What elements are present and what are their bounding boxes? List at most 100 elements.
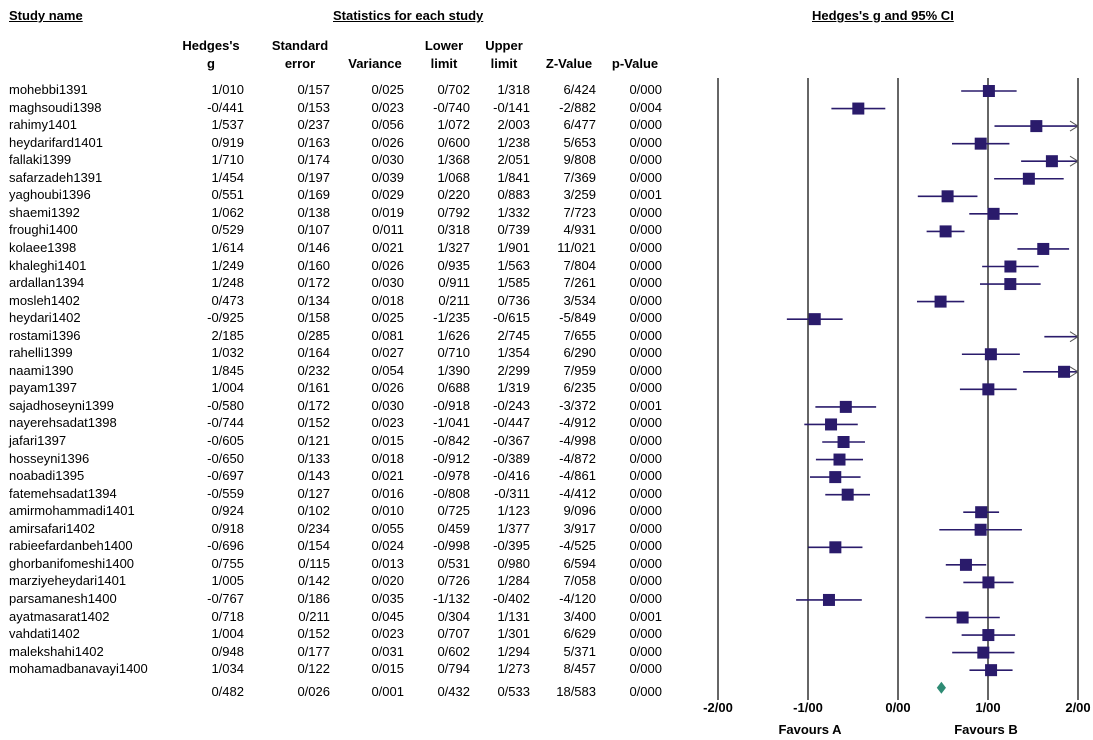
p-value-cell: 0/000: [629, 345, 662, 361]
study-name-cell: parsamanesh1400: [9, 590, 117, 606]
study-name-cell: mohamadbanavayi1400: [9, 661, 148, 677]
z-value-cell: 6/290: [563, 345, 596, 361]
std-error-cell: 0/134: [297, 292, 330, 308]
hedges-g-cell: 2/185: [211, 327, 244, 343]
hedges-g-cell: 1/454: [211, 169, 244, 185]
variance-cell: 0/029: [371, 187, 404, 203]
std-error-cell: 0/153: [297, 99, 330, 115]
p-value-cell: 0/000: [629, 117, 662, 133]
hedges-g-cell: 1/614: [211, 239, 244, 255]
z-value-cell: 6/629: [563, 626, 596, 642]
effect-marker: [1022, 172, 1035, 185]
p-value-cell: 0/004: [629, 99, 662, 115]
z-value-cell: -4/412: [559, 485, 596, 501]
upper-limit-cell: 1/273: [497, 661, 530, 677]
study-name-cell: naami1390: [9, 362, 74, 378]
lower-limit-cell: 0/707: [437, 626, 470, 642]
upper-limit-cell: -0/389: [493, 450, 530, 466]
z-value-cell: -2/882: [559, 99, 596, 115]
col-lower-header-2: limit: [430, 56, 458, 71]
hedges-g-cell: -0/559: [207, 485, 244, 501]
study-name-cell: mohebbi1391: [9, 82, 88, 97]
variance-cell: 0/013: [371, 555, 404, 571]
z-value-cell: 6/594: [563, 555, 596, 571]
z-value-cell: 8/457: [563, 661, 596, 677]
col-upper-header-2: limit: [490, 56, 518, 71]
p-value-cell: 0/000: [629, 275, 662, 291]
p-value-cell: 0/000: [629, 555, 662, 571]
study-name-cell: payam1397: [9, 380, 77, 396]
lower-limit-cell: 0/318: [437, 222, 470, 238]
p-value-cell: 0/000: [629, 590, 662, 606]
variance-cell: 0/021: [371, 468, 404, 484]
summary-lo: 0/432: [437, 684, 470, 699]
hedges-g-cell: -0/767: [207, 590, 244, 606]
lower-limit-cell: -0/918: [433, 397, 470, 413]
ci-arrow: [1069, 155, 1079, 167]
std-error-cell: 0/160: [297, 257, 330, 273]
col-var-header: Variance: [348, 56, 402, 71]
p-value-cell: 0/000: [629, 134, 662, 150]
z-value-cell: 5/371: [563, 643, 596, 659]
std-error-cell: 0/107: [297, 222, 330, 238]
lower-limit-cell: -1/235: [433, 310, 470, 326]
study-name-cell: shaemi1392: [9, 204, 80, 220]
upper-limit-cell: 1/354: [497, 345, 530, 361]
p-value-cell: 0/000: [629, 204, 662, 220]
p-value-cell: 0/000: [629, 169, 662, 185]
study-name-cell: fatemehsadat1394: [9, 485, 117, 501]
lower-limit-cell: 0/792: [437, 204, 470, 220]
study-name-cell: noabadi1395: [9, 468, 85, 484]
z-value-cell: 7/655: [563, 327, 596, 343]
hedges-g-cell: 1/710: [211, 152, 244, 168]
study-name-cell: maghsoudi1398: [9, 99, 102, 115]
std-error-cell: 0/177: [297, 643, 330, 659]
std-error-cell: 0/232: [297, 362, 330, 378]
effect-marker: [975, 506, 988, 519]
effect-marker: [839, 400, 852, 413]
z-value-cell: 7/261: [563, 275, 596, 291]
variance-cell: 0/016: [371, 485, 404, 501]
x-tick-label: -2/00: [703, 700, 733, 715]
col-se-header-2: error: [284, 56, 316, 71]
z-value-cell: -4/120: [559, 590, 596, 606]
effect-marker: [829, 471, 842, 484]
std-error-cell: 0/143: [297, 468, 330, 484]
study-name-cell: yaghoubi1396: [9, 187, 91, 203]
upper-limit-cell: 2/745: [497, 327, 530, 343]
lower-limit-cell: 1/072: [437, 117, 470, 133]
upper-limit-cell: -0/141: [493, 99, 530, 115]
effect-marker: [939, 225, 952, 238]
variance-cell: 0/030: [371, 275, 404, 291]
std-error-cell: 0/174: [297, 152, 330, 168]
p-value-cell: 0/001: [629, 608, 662, 624]
z-value-cell: 3/400: [563, 608, 596, 624]
upper-limit-cell: 0/736: [497, 292, 530, 308]
hedges-g-cell: 1/537: [211, 117, 244, 133]
std-error-cell: 0/234: [297, 520, 330, 536]
hedges-g-cell: 0/473: [211, 292, 244, 308]
std-error-cell: 0/121: [297, 433, 330, 448]
z-value-cell: 5/653: [563, 134, 596, 150]
variance-cell: 0/027: [371, 345, 404, 361]
hedges-g-cell: 1/010: [211, 82, 244, 97]
summary-se: 0/026: [297, 684, 330, 699]
plot-title: Hedges's g and 95% CI: [812, 8, 954, 23]
col-g-header-2: g: [207, 56, 215, 71]
p-value-cell: 0/000: [629, 222, 662, 238]
effect-marker: [987, 207, 1000, 220]
effect-marker: [941, 190, 954, 203]
variance-cell: 0/021: [371, 239, 404, 255]
std-error-cell: 0/115: [298, 555, 330, 571]
hedges-g-cell: 0/718: [211, 608, 244, 624]
variance-cell: 0/018: [371, 292, 404, 308]
upper-limit-cell: 0/883: [497, 187, 530, 203]
z-value-cell: -4/998: [559, 433, 596, 448]
z-value-cell: 7/369: [563, 169, 596, 185]
variance-cell: 0/020: [371, 573, 404, 589]
effect-marker: [822, 593, 835, 606]
lower-limit-cell: -0/808: [433, 485, 470, 501]
study-name-cell: rostami1396: [9, 327, 81, 343]
lower-limit-cell: -0/998: [433, 538, 470, 554]
p-value-cell: 0/000: [629, 327, 662, 343]
